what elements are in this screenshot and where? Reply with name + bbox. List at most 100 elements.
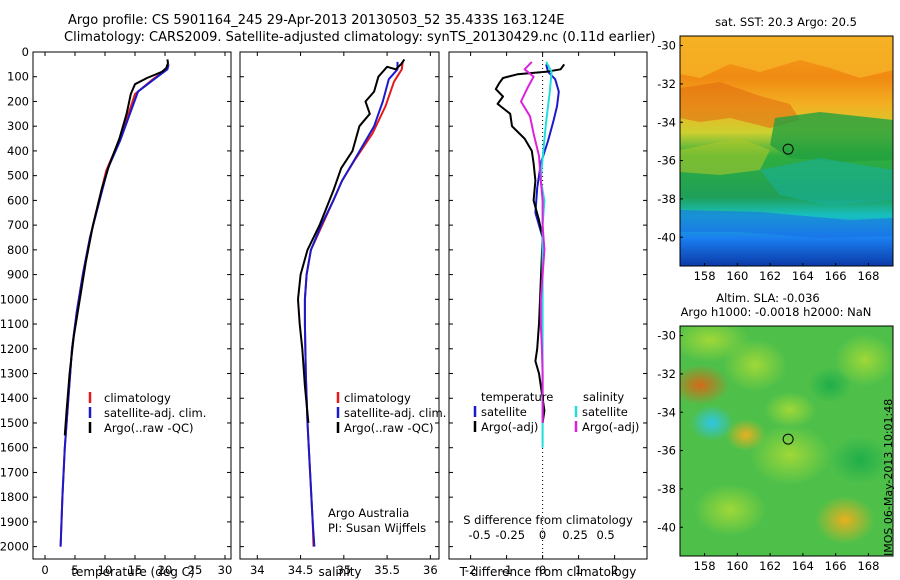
difference-plot-frame xyxy=(448,51,648,560)
timestamp-stamp: IMOS 06-May-2013 10:01:48 xyxy=(882,399,895,556)
temperature-axes: 0 5 10 15 20 25 300100200300400500600700800900… xyxy=(0,45,232,577)
x-tick-label: 35.5 xyxy=(374,563,400,577)
y-tick-label: 400 xyxy=(7,144,29,158)
top-tick-label: 0 xyxy=(539,528,546,542)
x-tick-label: -1 xyxy=(501,563,512,577)
legend-label-sal-argo: Argo(-adj) xyxy=(582,420,639,434)
difference-lines xyxy=(494,61,566,448)
salinity-plot-frame xyxy=(239,51,440,560)
sla-map-axes: 158 160 162 164 166 168 -30 -32 -34 -36 -38 -40 xyxy=(657,329,879,573)
y-tick-label: 1300 xyxy=(0,367,29,381)
y-tick-label: 1200 xyxy=(0,342,29,356)
map-x-tick-label: 166 xyxy=(825,269,847,283)
legend-label-temp-satellite: satellite xyxy=(481,405,527,419)
x-tick-label: 20 xyxy=(158,563,173,577)
top-tick-label: -0.25 xyxy=(495,528,525,542)
sst-map-axes: 158 160 162 164 166 168 -30 -32 -34 -36 -38 -40 xyxy=(657,39,879,283)
temperature-plot-frame xyxy=(32,51,232,560)
sst-map-image xyxy=(680,36,893,266)
legend-header-salinity: salinity xyxy=(583,390,624,404)
sla-map-panel: Altim. SLA: -0.036 Argo h1000: -0.0018 h… xyxy=(657,291,894,573)
temperature-x-label: temperature (deg C) xyxy=(71,565,194,579)
map-x-tick-label: 162 xyxy=(759,269,781,283)
credit-line-2: PI: Susan Wijffels xyxy=(328,521,426,535)
x-tick-label: 34 xyxy=(250,563,265,577)
map-y-tick-label: -36 xyxy=(657,154,676,168)
y-tick-label: 600 xyxy=(7,193,29,207)
series-line-temperature-argo-adj xyxy=(494,63,566,424)
salinity-legend: climatology satellite-adj. clim. Argo(..… xyxy=(336,391,446,435)
map-y-tick-label: -30 xyxy=(657,39,676,53)
map-x-tick-label: 164 xyxy=(792,559,814,573)
credit-line-1: Argo Australia xyxy=(328,506,409,520)
y-tick-label: 1700 xyxy=(0,465,29,479)
map-y-tick-label: -38 xyxy=(657,192,676,206)
x-tick-label: 34.5 xyxy=(288,563,314,577)
sst-map-panel: sat. SST: 20.3 Argo: 20.5 158 160 162 164 16… xyxy=(657,15,894,283)
x-tick-label: -2 xyxy=(465,563,476,577)
y-tick-label: 700 xyxy=(7,218,29,232)
argo-position-marker xyxy=(782,143,794,155)
x-tick-label: 30 xyxy=(218,563,233,577)
sst-map-frame xyxy=(679,35,894,267)
difference-top-ticks: -0.5 -0.25 0 0.25 0.5 xyxy=(468,528,614,542)
map-x-tick-label: 164 xyxy=(792,269,814,283)
map-x-tick-label: 158 xyxy=(694,269,716,283)
temperature-legend: climatology satellite-adj. clim. Argo(..… xyxy=(88,391,206,435)
difference-panel: -2 -1 0 1 2 T difference from climatology S … xyxy=(448,51,648,579)
legend-label-satellite: satellite-adj. clim. xyxy=(344,406,446,420)
difference-x-label: T difference from climatology xyxy=(459,565,637,579)
x-tick-label: 15 xyxy=(128,563,143,577)
map-x-tick-label: 162 xyxy=(759,559,781,573)
y-tick-label: 0 xyxy=(22,45,29,59)
y-tick-label: 1000 xyxy=(0,292,29,306)
x-tick-label: 0 xyxy=(539,563,546,577)
y-tick-label: 1600 xyxy=(0,441,29,455)
difference-axes: -2 -1 0 1 2 xyxy=(449,51,647,577)
map-x-tick-label: 160 xyxy=(726,269,748,283)
y-tick-label: 1500 xyxy=(0,416,29,430)
map-y-tick-label: -36 xyxy=(657,444,676,458)
sst-map-title: sat. SST: 20.3 Argo: 20.5 xyxy=(715,15,857,29)
legend-label-climatology: climatology xyxy=(344,391,411,405)
y-tick-label: 1800 xyxy=(0,490,29,504)
series-line-argo-raw-qc xyxy=(297,58,406,424)
y-tick-label: 200 xyxy=(7,94,29,108)
difference-top-axis-label: S difference from climatology xyxy=(463,513,633,527)
series-line-argo-raw-qc xyxy=(63,59,169,436)
series-line-salinity-argo-adj xyxy=(520,61,546,423)
x-tick-label: 2 xyxy=(611,563,618,577)
map-y-tick-label: -38 xyxy=(657,482,676,496)
legend-label-temp-argo: Argo(-adj) xyxy=(481,420,538,434)
map-x-tick-label: 168 xyxy=(857,269,879,283)
sla-map-title-line-2: Argo h1000: -0.0018 h2000: NaN xyxy=(681,305,872,319)
y-tick-label: 100 xyxy=(7,70,29,84)
legend-label-sal-satellite: satellite xyxy=(582,405,628,419)
argo-position-marker xyxy=(782,433,794,445)
x-tick-label: 5 xyxy=(71,563,78,577)
legend-label-argo: Argo(..raw -QC) xyxy=(344,421,434,435)
top-tick-label: -0.5 xyxy=(468,528,490,542)
map-x-tick-label: 160 xyxy=(726,559,748,573)
legend-header-temperature: temperature xyxy=(481,390,553,404)
y-tick-label: 1100 xyxy=(0,317,29,331)
y-tick-label: 1400 xyxy=(0,391,29,405)
series-line-satellite-adj-clim xyxy=(303,61,399,547)
y-tick-label: 1900 xyxy=(0,515,29,529)
salinity-x-label: salinity xyxy=(318,565,361,579)
legend-label-argo: Argo(..raw -QC) xyxy=(104,421,194,435)
x-tick-label: 1 xyxy=(575,563,582,577)
legend-label-climatology: climatology xyxy=(104,391,171,405)
sla-map-title-line-1: Altim. SLA: -0.036 xyxy=(716,291,820,305)
difference-legend: temperature salinity satellite Argo(-adj… xyxy=(473,390,639,434)
figure-title-line-2: Climatology: CARS2009. Satellite-adjuste… xyxy=(64,30,656,45)
map-x-tick-label: 168 xyxy=(857,559,879,573)
y-tick-label: 800 xyxy=(7,243,29,257)
temperature-panel: 0 5 10 15 20 25 300100200300400500600700800900… xyxy=(0,45,232,579)
legend-label-satellite: satellite-adj. clim. xyxy=(104,406,206,420)
map-x-tick-label: 166 xyxy=(825,559,847,573)
sla-map-image xyxy=(680,326,893,556)
y-tick-label: 900 xyxy=(7,268,29,282)
salinity-axes: 34 34.5 35 35.5 36 xyxy=(240,51,439,577)
